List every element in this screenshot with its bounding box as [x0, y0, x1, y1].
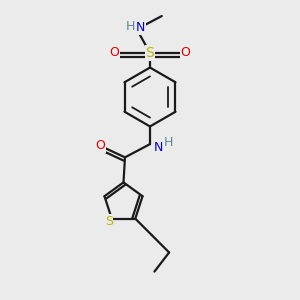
Text: O: O — [180, 46, 190, 59]
Text: O: O — [110, 46, 120, 59]
Text: S: S — [146, 46, 154, 60]
Text: H: H — [164, 136, 173, 149]
Text: H: H — [126, 20, 135, 33]
Text: S: S — [105, 215, 113, 228]
Text: N: N — [136, 21, 145, 34]
Text: N: N — [154, 141, 163, 154]
Text: O: O — [95, 139, 105, 152]
